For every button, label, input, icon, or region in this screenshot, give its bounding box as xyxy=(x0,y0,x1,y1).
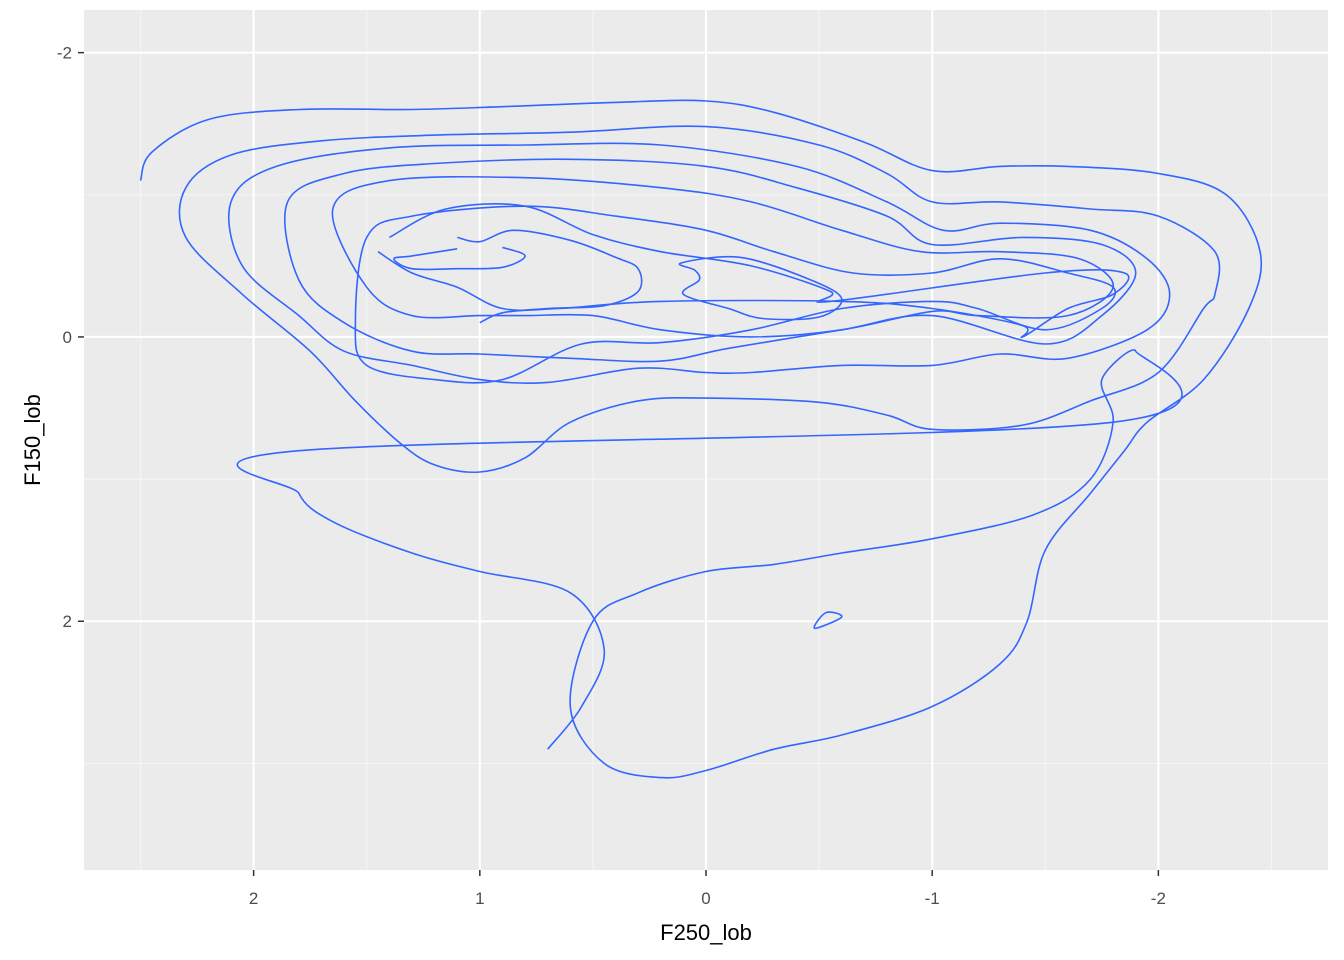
contour-level-8b xyxy=(678,255,843,321)
x-axis-ticks: 2 1 0 -1 -2 xyxy=(249,870,1166,908)
x-tick-label: 1 xyxy=(475,889,484,908)
contour-level-2 xyxy=(178,125,1221,474)
contour-level-3 xyxy=(228,142,1171,384)
x-tick-label: 0 xyxy=(701,889,710,908)
y-axis-ticks: -2 0 2 xyxy=(57,44,84,631)
contour-level-7b xyxy=(457,229,643,324)
contour-level-9 xyxy=(813,611,843,630)
major-gridlines xyxy=(84,10,1328,870)
y-tick-label: 0 xyxy=(63,328,72,347)
y-tick-label: -2 xyxy=(57,44,72,63)
y-tick-label: 2 xyxy=(63,612,72,631)
contour-lines xyxy=(139,99,1263,779)
x-tick-label: -1 xyxy=(925,889,940,908)
contour-level-8a xyxy=(393,246,526,271)
y-axis-title: F150_lob xyxy=(20,394,45,486)
contour-level-6 xyxy=(354,205,1117,384)
x-tick-label: -2 xyxy=(1151,889,1166,908)
contour-level-4 xyxy=(284,158,1137,363)
x-tick-label: 2 xyxy=(249,889,258,908)
x-axis-title: F250_lob xyxy=(660,920,752,945)
contour-level-1 xyxy=(139,99,1263,779)
